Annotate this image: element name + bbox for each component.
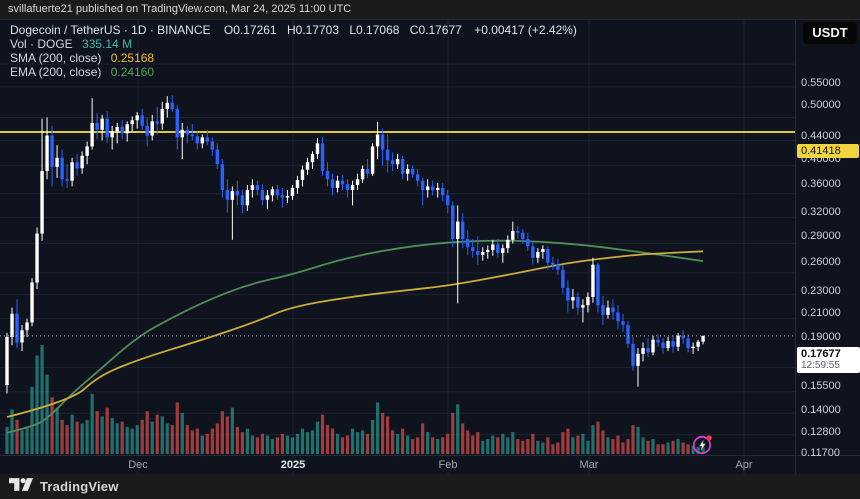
price-tick-label: 0.50000	[801, 99, 841, 112]
gridlines	[0, 20, 795, 474]
price-tick-label: 0.55000	[801, 76, 841, 89]
tradingview-wordmark[interactable]: TradingView	[40, 479, 119, 494]
change-value: +0.00417 (+2.42%)	[474, 23, 577, 37]
volume-row: Vol · DOGE 335.14 M	[10, 37, 577, 51]
notification-dot	[706, 435, 712, 441]
ohlc-high: H0.17703	[286, 23, 340, 37]
price-tick-label: 0.36000	[801, 178, 841, 191]
ema-row: EMA (200, close) 0.24160	[10, 65, 577, 79]
volume-bars	[5, 345, 705, 454]
ema-200-line	[6, 239, 704, 434]
price-tick-label: 0.23000	[801, 285, 841, 298]
chart-legend: Dogecoin / TetherUS · 1D · BINANCE O0.17…	[10, 23, 577, 79]
tradingview-logo-icon[interactable]	[9, 478, 33, 495]
price-tick-label: 0.44000	[801, 130, 841, 143]
price-tick-label: 0.32000	[801, 206, 841, 219]
price-tick-label: 0.11700	[801, 447, 840, 460]
ohlc-open: O0.17261	[223, 23, 277, 37]
brand-bar: TradingView	[0, 474, 860, 499]
price-tick-label: 0.12800	[801, 425, 841, 438]
time-tick-label: Mar	[579, 459, 599, 471]
volume-label: Vol · DOGE	[10, 37, 73, 51]
price-tick-label: 0.15500	[801, 379, 841, 392]
time-tick-label: Dec	[128, 459, 148, 471]
sma-row: SMA (200, close) 0.25168	[10, 51, 577, 65]
ema-label: EMA (200, close)	[10, 65, 102, 79]
sma-200-line	[6, 250, 704, 418]
hline-price-label: 0.41418	[797, 144, 859, 158]
sma-label: SMA (200, close)	[10, 51, 102, 65]
chart-canvas[interactable]	[0, 19, 860, 474]
bar-countdown: 12:59:55	[801, 359, 840, 371]
price-tick-label: 0.26000	[801, 256, 841, 269]
volume-value: 335.14 M	[82, 37, 133, 51]
sma-value: 0.25168	[110, 51, 155, 65]
price-tick-label: 0.21000	[801, 307, 841, 320]
ma-lines	[6, 239, 704, 434]
boost-icon[interactable]	[691, 433, 714, 456]
time-tick-label: 2025	[280, 459, 306, 471]
publish-bar: svillafuerte21 published on TradingView.…	[0, 0, 860, 19]
ohlc-low: L0.17068	[349, 23, 400, 37]
time-tick-label: Feb	[438, 459, 458, 471]
symbol-title: Dogecoin / TetherUS · 1D · BINANCE	[10, 23, 211, 37]
last-price-value: 0.17677	[801, 347, 841, 360]
price-tick-label: 0.14000	[801, 404, 841, 417]
publish-text: svillafuerte21 published on TradingView.…	[8, 3, 352, 15]
time-tick-label: Apr	[735, 459, 753, 471]
last-price-label: 0.17677 12:59:55	[797, 346, 860, 373]
price-tick-label: 0.19000	[801, 331, 841, 344]
ohlc-close: C0.17677	[409, 23, 462, 37]
candles	[5, 95, 705, 394]
currency-toggle-button[interactable]: USDT	[803, 22, 857, 44]
symbol-row: Dogecoin / TetherUS · 1D · BINANCE O0.17…	[10, 23, 577, 37]
price-tick-label: 0.29000	[801, 229, 841, 242]
ema-value: 0.24160	[110, 65, 155, 79]
